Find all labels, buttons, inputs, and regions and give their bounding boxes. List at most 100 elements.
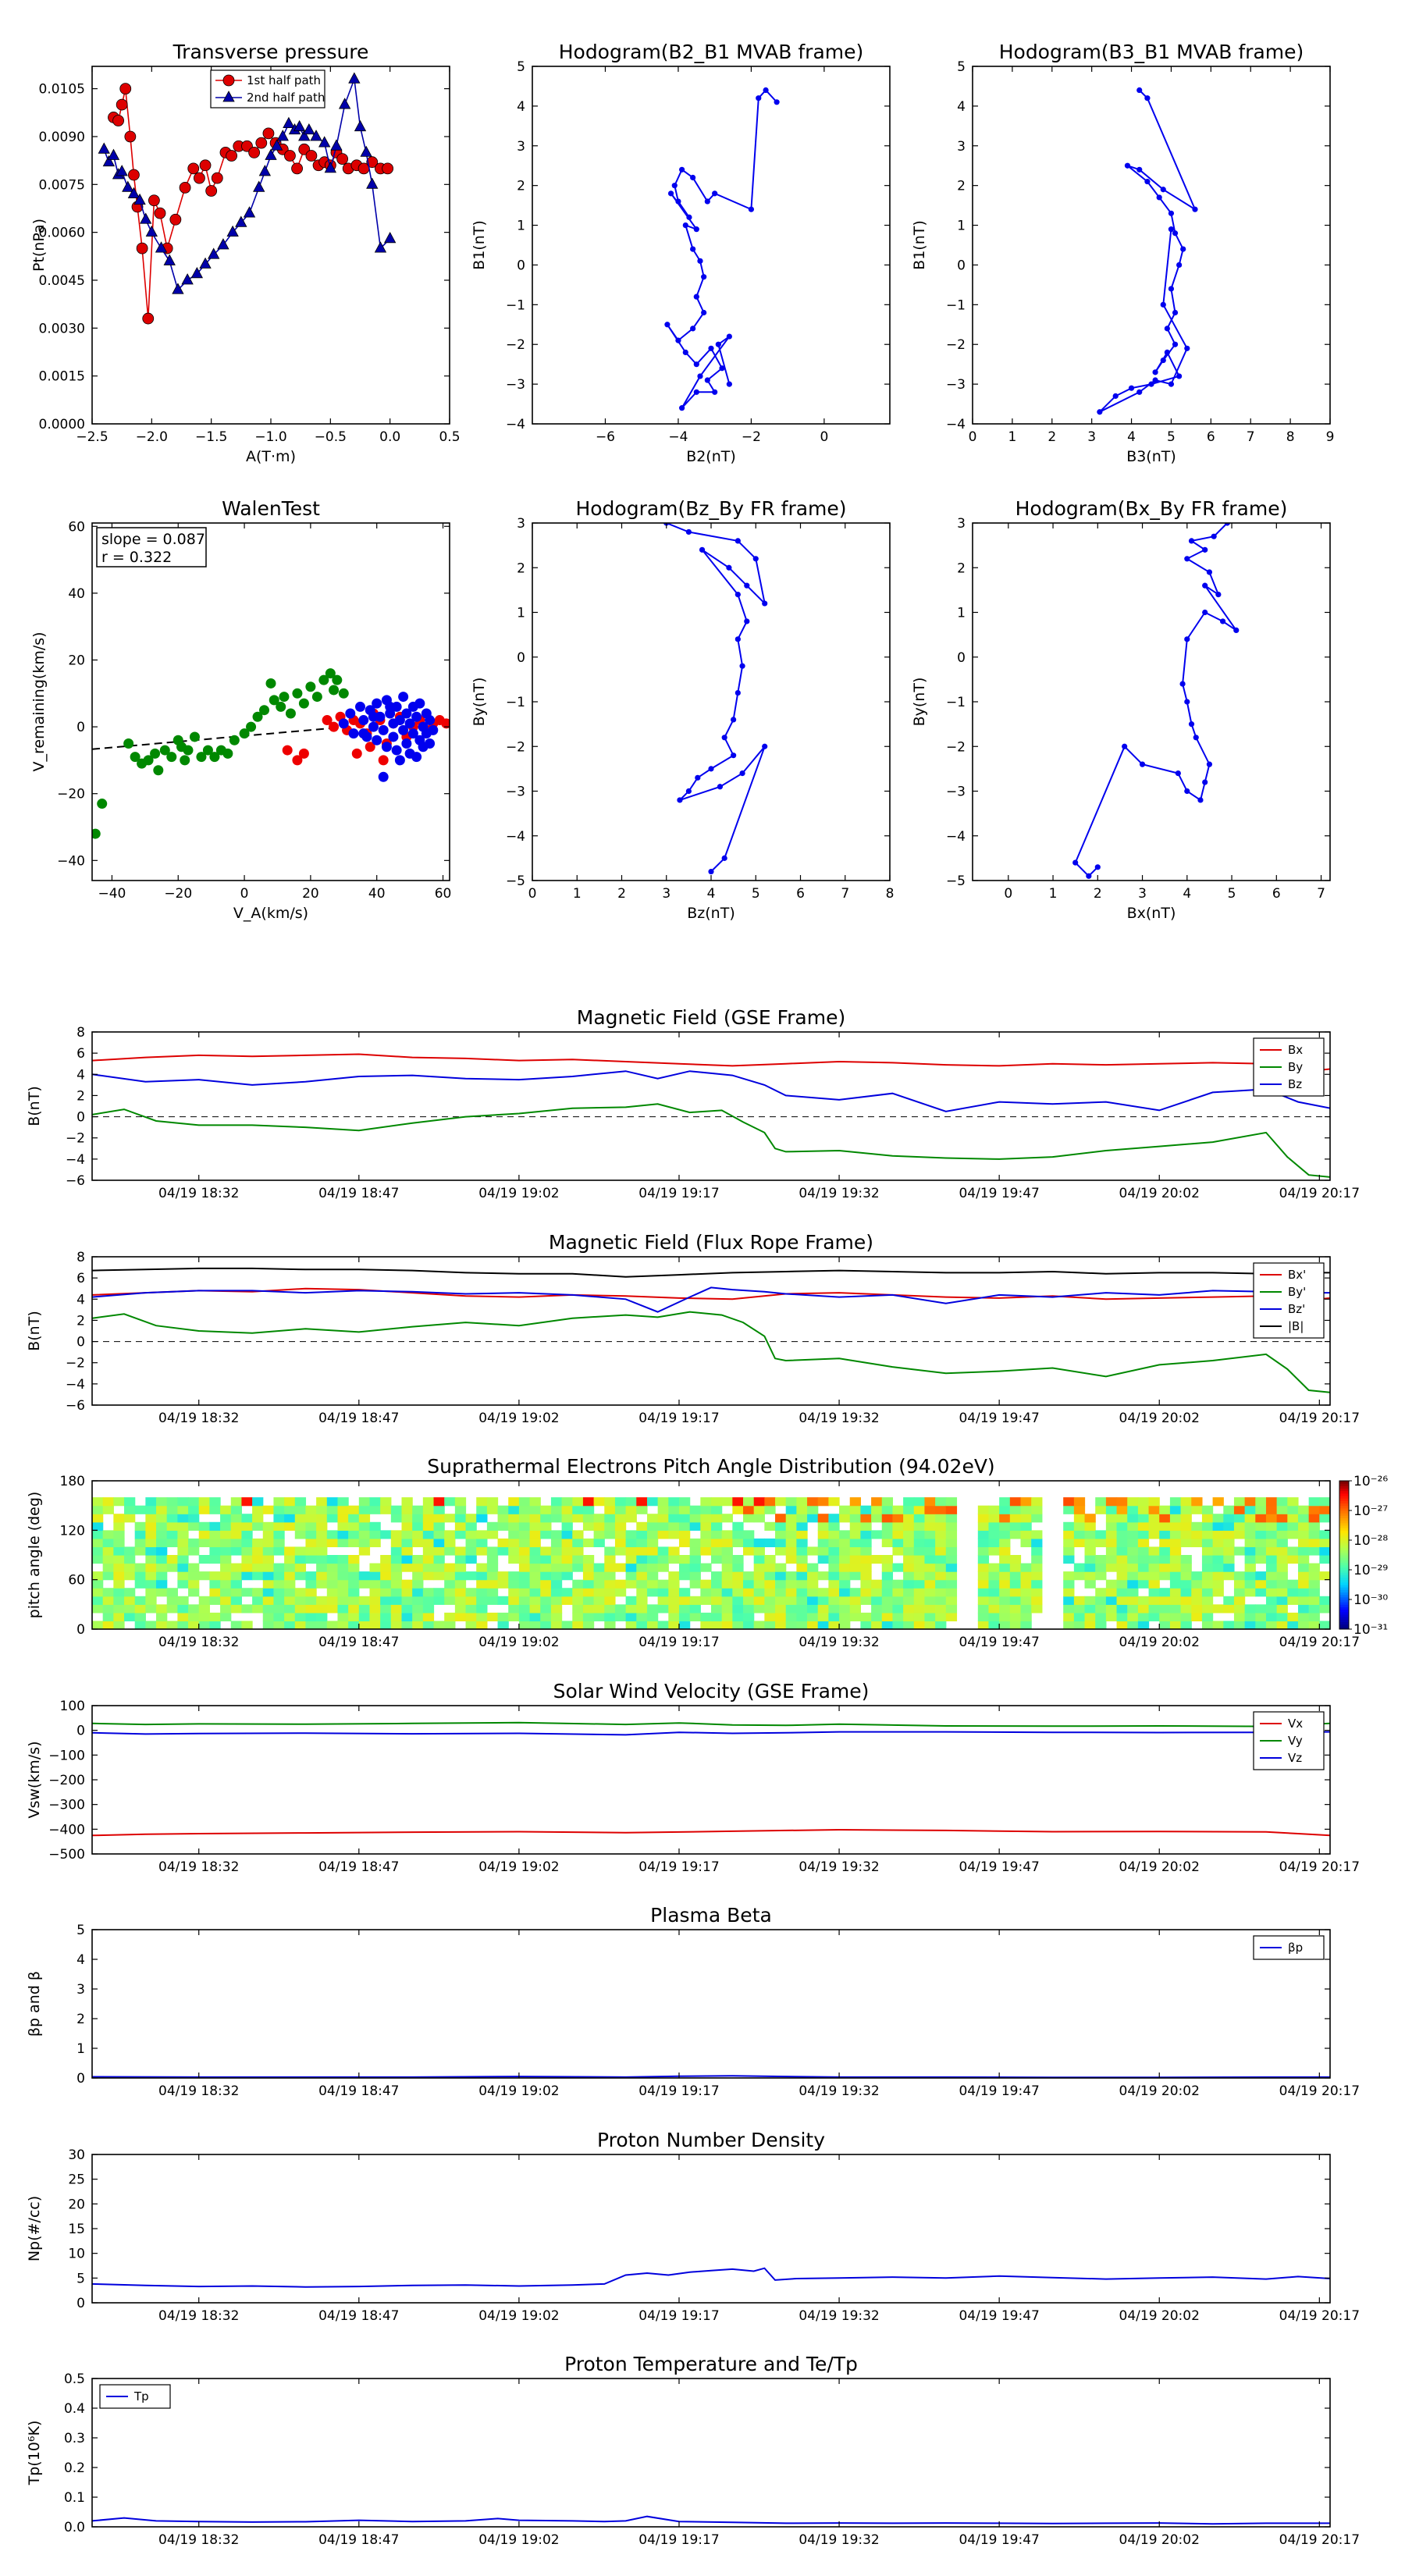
heatmap-cell	[1276, 1621, 1288, 1629]
heatmap-cell	[945, 1521, 958, 1531]
colorbar-segment	[1339, 1540, 1349, 1543]
heatmap-cell	[668, 1514, 680, 1523]
heatmap-cell	[582, 1621, 595, 1629]
scatter-series	[92, 668, 349, 839]
axes-frame	[91, 522, 450, 881]
heatmap-cell	[177, 1521, 189, 1531]
heatmap-cell	[860, 1563, 872, 1572]
heatmap-cell	[252, 1571, 264, 1581]
heatmap-cell	[1137, 1538, 1150, 1548]
heatmap-cell	[561, 1514, 573, 1523]
heatmap-cell	[732, 1538, 744, 1548]
heatmap-cell	[113, 1497, 125, 1507]
heatmap-cell	[1105, 1604, 1118, 1614]
legend-label: Bx	[1288, 1043, 1303, 1057]
data-point	[1192, 206, 1198, 212]
y-tick-label: 2	[76, 2012, 85, 2027]
y-tick-label: −2	[506, 337, 525, 353]
heatmap-cell	[284, 1521, 296, 1531]
heatmap-cell	[1201, 1571, 1214, 1581]
heatmap-cell	[892, 1530, 904, 1539]
heatmap-cell	[390, 1530, 403, 1539]
heatmap-cell	[1308, 1530, 1320, 1539]
heatmap-cell	[1287, 1612, 1299, 1622]
x-tick-label: −40	[98, 886, 126, 902]
heatmap-cell	[1223, 1530, 1235, 1539]
heatmap-cell	[198, 1612, 210, 1622]
chart-title: Magnetic Field (GSE Frame)	[577, 1006, 845, 1029]
heatmap-cell	[582, 1521, 595, 1531]
series-markers	[98, 72, 397, 294]
heatmap-cell	[935, 1521, 947, 1531]
heatmap-cell	[550, 1514, 563, 1523]
y-tick-label: −4	[66, 1152, 85, 1168]
heatmap-cell	[785, 1521, 797, 1531]
heatmap-cell	[422, 1621, 435, 1629]
heatmap-cell	[1137, 1563, 1150, 1572]
x-tick-label: 04/19 20:17	[1279, 1186, 1360, 1201]
heatmap-cell	[326, 1555, 339, 1564]
heatmap-cell	[284, 1621, 296, 1629]
heatmap-cell	[550, 1546, 563, 1556]
heatmap-cell	[1233, 1546, 1246, 1556]
heatmap-cell	[892, 1521, 904, 1531]
heatmap-cell	[145, 1621, 157, 1629]
y-tick-label: −6	[66, 1398, 85, 1414]
y-tick-label: 0.0030	[39, 321, 85, 336]
heatmap-cell	[1191, 1497, 1203, 1507]
heatmap-cell	[145, 1571, 157, 1581]
data-point	[360, 145, 372, 157]
heatmap-cell	[1297, 1571, 1310, 1581]
heatmap-cell	[444, 1579, 456, 1589]
heatmap-cell	[188, 1497, 200, 1507]
heatmap-cell	[518, 1588, 531, 1597]
heatmap-cell	[999, 1521, 1011, 1531]
heatmap-cell	[764, 1555, 776, 1564]
x-tick-label: 04/19 20:17	[1279, 2532, 1360, 2548]
heatmap-cell	[913, 1505, 926, 1514]
data-point	[284, 150, 296, 162]
heatmap-cell	[561, 1505, 573, 1514]
x-tick-label: 5	[1228, 886, 1236, 902]
heatmap-cell	[262, 1538, 275, 1548]
heatmap-cell	[945, 1538, 958, 1548]
heatmap-cell	[860, 1538, 872, 1548]
heatmap-cell	[412, 1555, 424, 1564]
heatmap-cell	[711, 1546, 723, 1556]
heatmap-cell	[1287, 1579, 1299, 1589]
heatmap-cell	[1148, 1596, 1160, 1605]
chart-title: Hodogram(B2_B1 MVAB frame)	[559, 41, 864, 63]
heatmap-cell	[166, 1538, 178, 1548]
heatmap-cell	[700, 1596, 712, 1605]
heatmap-cell	[1233, 1588, 1246, 1597]
heatmap-cell	[465, 1612, 477, 1622]
heatmap-cell	[582, 1538, 595, 1548]
heatmap-cell	[145, 1505, 157, 1514]
heatmap-cell	[422, 1563, 435, 1572]
heatmap-cell	[1276, 1514, 1288, 1523]
heatmap-cell	[476, 1604, 488, 1614]
heatmap-cell	[198, 1621, 210, 1629]
heatmap-cell	[636, 1530, 648, 1539]
heatmap-cell	[476, 1588, 488, 1597]
heatmap-cell	[828, 1571, 840, 1581]
heatmap-cell	[1308, 1497, 1320, 1507]
heatmap-cell	[1020, 1521, 1032, 1531]
heatmap-cell	[284, 1604, 296, 1614]
heatmap-cell	[412, 1579, 424, 1589]
heatmap-cell	[369, 1621, 381, 1629]
data-point	[1176, 262, 1183, 269]
heatmap-cell	[732, 1555, 744, 1564]
heatmap-cell	[668, 1604, 680, 1614]
heatmap-cell	[476, 1596, 488, 1605]
x-tick-label: 04/19 18:47	[318, 1411, 399, 1426]
heatmap-cell	[1105, 1530, 1118, 1539]
heatmap-cell	[903, 1505, 915, 1514]
heatmap-cell	[1084, 1612, 1096, 1622]
heatmap-cell	[935, 1571, 947, 1581]
heatmap-cell	[1180, 1538, 1192, 1548]
heatmap-cell	[390, 1563, 403, 1572]
colorbar-segment	[1339, 1483, 1349, 1486]
heatmap-cell	[134, 1604, 146, 1614]
heatmap-cell	[721, 1588, 733, 1597]
